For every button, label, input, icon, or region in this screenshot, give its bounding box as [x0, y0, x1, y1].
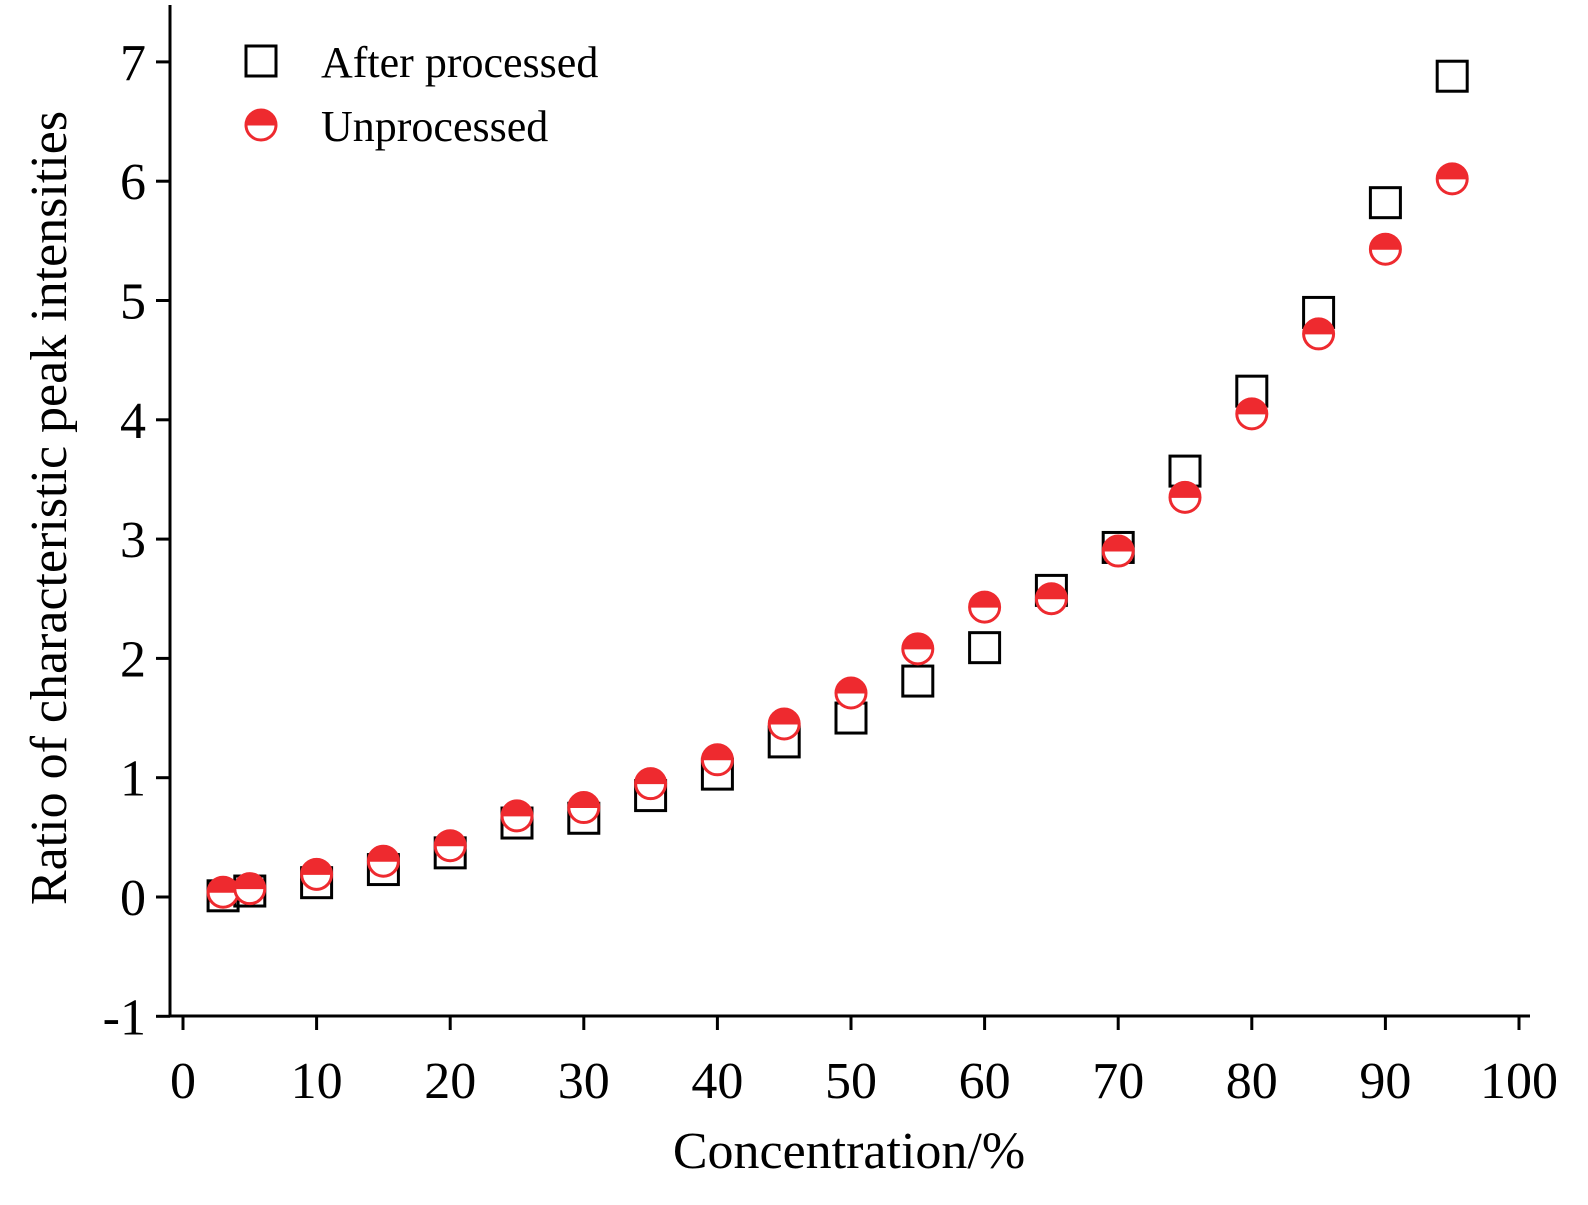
data-point-circle [206, 875, 240, 909]
x-tick-label: 100 [1480, 1053, 1558, 1110]
legend-label-unprocessed: Unprocessed [321, 102, 548, 151]
data-series [206, 59, 1469, 913]
data-point-circle-fill [501, 800, 533, 817]
series-after-processed [206, 59, 1469, 913]
x-tick-label: 30 [558, 1053, 610, 1110]
data-point-circle [1302, 317, 1336, 351]
data-point-circle [1235, 397, 1269, 431]
y-tick-label: -1 [103, 989, 146, 1046]
data-point-circle-fill [434, 830, 466, 847]
legend-label-after-processed: After processed [321, 38, 598, 87]
legend-circle-symbol-fill [245, 109, 277, 126]
data-point-circle-fill [568, 792, 600, 809]
data-point-circle [567, 791, 601, 825]
data-point-circle-fill [768, 708, 800, 725]
y-tick-label: 5 [120, 274, 146, 331]
data-point-circle [366, 844, 400, 878]
x-tick-label: 50 [825, 1053, 877, 1110]
data-point-circle-fill [1169, 481, 1201, 498]
data-point-circle [233, 872, 267, 906]
x-tick-label: 80 [1226, 1053, 1278, 1110]
y-tick-label: 1 [120, 751, 146, 808]
data-point-circle-fill [835, 677, 867, 694]
data-point-circle-fill [1035, 583, 1067, 600]
data-point-circle-fill [234, 873, 266, 890]
legend-item-after-processed: After processed [244, 38, 598, 87]
data-point-circle [968, 590, 1002, 624]
data-point-circle-fill [635, 768, 667, 785]
data-point-circle [1101, 534, 1135, 568]
x-tick-label: 90 [1359, 1053, 1411, 1110]
data-point-square [1435, 59, 1469, 93]
y-tick-label: 2 [120, 631, 146, 688]
x-tick-label: 20 [424, 1053, 476, 1110]
data-point-circle-fill [367, 845, 399, 862]
data-point-square [901, 664, 935, 698]
data-point-circle-fill [1102, 535, 1134, 552]
legend-marker-square [244, 44, 278, 78]
data-point-circle-fill [1436, 163, 1468, 180]
data-point-circle-fill [1369, 233, 1401, 250]
data-point-circle [834, 676, 868, 710]
data-point-circle [300, 857, 334, 891]
legend-square-symbol [244, 44, 278, 78]
data-point-circle [433, 829, 467, 863]
y-tick-label: 0 [120, 870, 146, 927]
x-tick-label: 0 [170, 1053, 196, 1110]
data-point-circle [500, 799, 534, 833]
legend-circle-symbol [244, 108, 278, 142]
y-tick-label: 6 [120, 154, 146, 211]
series-unprocessed [206, 162, 1469, 909]
data-point-circle-fill [902, 633, 934, 650]
y-tick-label: 7 [120, 35, 146, 92]
data-point-circle [1368, 232, 1402, 266]
data-point-square [1368, 186, 1402, 220]
x-axis-title: Concentration/% [673, 1123, 1025, 1180]
data-point-circle [1435, 162, 1469, 196]
data-point-circle [767, 707, 801, 741]
data-point-circle [634, 767, 668, 801]
legend: After processed Unprocessed [244, 38, 598, 151]
data-point-circle [700, 743, 734, 777]
x-tick-label: 70 [1092, 1053, 1144, 1110]
legend-item-unprocessed: Unprocessed [244, 102, 548, 151]
y-tick-label: 4 [120, 393, 146, 450]
x-tick-label: 10 [291, 1053, 343, 1110]
y-axis-title: Ratio of characteristic peak intensities [21, 111, 78, 905]
data-point-circle-fill [701, 744, 733, 761]
ticks: 0 10 20 30 40 50 60 70 80 90 100 -1 0 1 2 3 4 5 6 7 [103, 35, 1558, 1110]
data-point-circle [901, 632, 935, 666]
data-point-circle-fill [1303, 318, 1335, 335]
data-point-circle [1168, 480, 1202, 514]
data-point-circle-fill [301, 858, 333, 875]
data-point-circle [1034, 582, 1068, 616]
data-point-square [968, 631, 1002, 665]
legend-marker-circle [244, 108, 278, 142]
x-tick-label: 60 [959, 1053, 1011, 1110]
data-point-circle-fill [1236, 398, 1268, 415]
y-tick-label: 3 [120, 512, 146, 569]
data-point-circle-fill [969, 591, 1001, 608]
x-tick-label: 40 [691, 1053, 743, 1110]
